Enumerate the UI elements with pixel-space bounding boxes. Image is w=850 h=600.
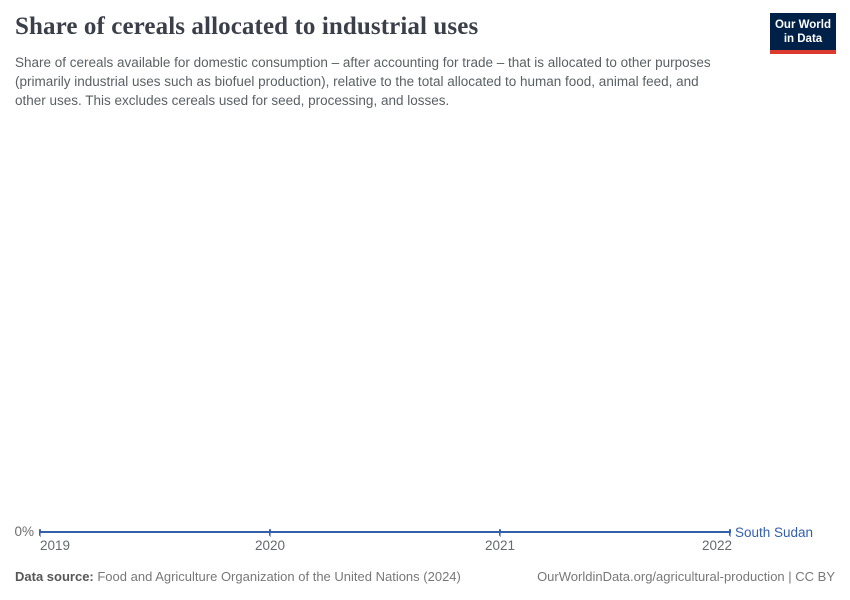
owid-logo-line1: Our World	[774, 19, 831, 31]
x-axis-tick-label: 2022	[701, 538, 732, 553]
data-line-south-sudan	[39, 531, 730, 533]
plot-area	[0, 110, 850, 560]
owid-logo-line2: in Data	[783, 33, 823, 45]
data-point	[39, 529, 41, 536]
chart-subtitle: Share of cereals available for domestic …	[15, 55, 711, 108]
series-label-south-sudan[interactable]: South Sudan	[735, 525, 814, 540]
data-point	[269, 529, 271, 536]
x-axis-tick	[269, 533, 271, 537]
y-axis-tick-label: 0%	[14, 524, 34, 539]
x-axis-tick-label: 2021	[484, 538, 516, 553]
datasource-label: Data source:	[15, 569, 94, 584]
x-axis-tick	[729, 533, 731, 537]
chart-title: Share of cereals allocated to industrial…	[15, 13, 479, 40]
x-axis-tick-label: 2019	[40, 538, 71, 553]
datasource-value: Food and Agriculture Organization of the…	[93, 569, 461, 584]
footer-datasource: Data source: Food and Agriculture Organi…	[15, 569, 461, 584]
footer-link[interactable]: OurWorldinData.org/agricultural-producti…	[537, 569, 835, 584]
owid-logo-text: Our World in Data	[770, 13, 836, 50]
data-point	[729, 529, 731, 536]
owid-logo-red-bar	[770, 50, 836, 54]
owid-logo: Our World in Data	[770, 13, 836, 54]
chart-footer: Data source: Food and Agriculture Organi…	[15, 569, 835, 584]
data-point	[499, 529, 501, 536]
x-axis-tick-label: 2020	[254, 538, 286, 553]
x-axis-tick	[39, 533, 41, 537]
x-axis-tick	[499, 533, 501, 537]
